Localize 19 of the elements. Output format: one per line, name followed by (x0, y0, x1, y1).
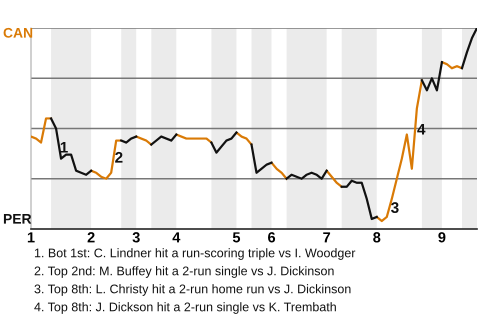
x-tick-label: 1 (28, 232, 35, 242)
x-tick-label: 4 (172, 232, 180, 242)
text: 4. Top 8th: J. Dickson hit a 2-run single vs K. Trembath (34, 302, 336, 314)
x-tick-label: 6 (268, 232, 276, 242)
annotation: 3 (391, 202, 399, 214)
x-tick-label: 8 (373, 232, 380, 242)
annotation: 4 (417, 124, 426, 134)
text: 3. Top 8th: L. Christy hit a 2-run home run vs J. Dickinson (34, 284, 350, 296)
annotation: 2 (115, 152, 122, 163)
x-tick-label: 3 (132, 232, 140, 243)
x-tick-label: 5 (232, 232, 240, 242)
text: 1. Bot 1st: C. Lindner hit a run-scoring triple vs I. Woodger (34, 248, 356, 260)
x-tick-label: 9 (438, 232, 446, 242)
x-tick-label: 2 (88, 232, 95, 242)
annotation: 1 (60, 142, 68, 153)
x-tick-label: 7 (323, 232, 330, 242)
text: 2. Top 2nd: M. Buffey hit a 2-run single vs J. Dickinson (34, 266, 334, 278)
annotation: PER (4, 214, 32, 224)
annotation: CAN (4, 28, 32, 38)
